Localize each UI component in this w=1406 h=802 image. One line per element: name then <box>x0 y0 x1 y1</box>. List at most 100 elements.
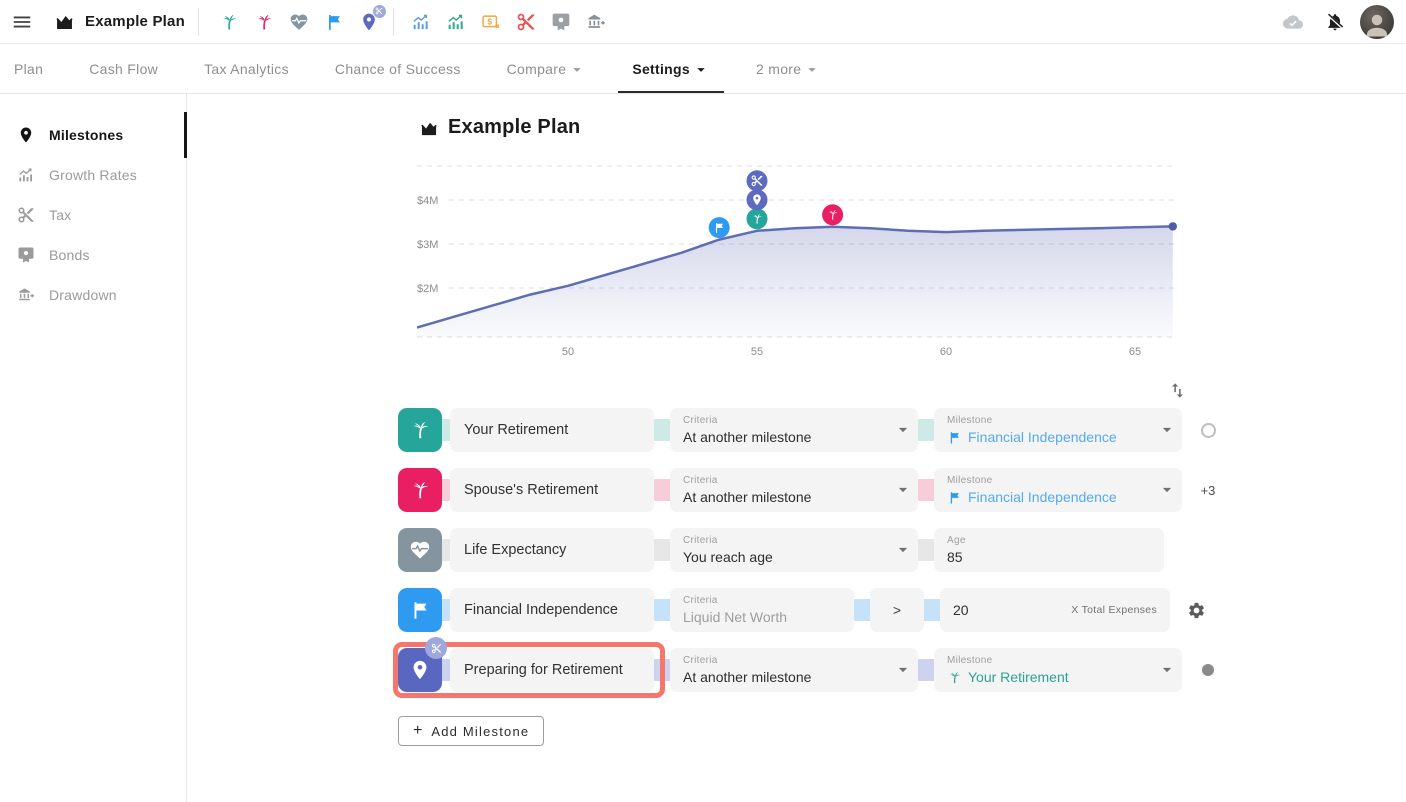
currency-card-icon[interactable] <box>474 0 509 44</box>
field-value: Your Retirement <box>947 668 1156 687</box>
app-logo-icon <box>54 11 75 32</box>
tab-label: Compare <box>507 61 567 77</box>
chart-marker-flag[interactable] <box>709 217 730 238</box>
user-avatar[interactable] <box>1360 5 1394 39</box>
row-settings-gear-icon[interactable] <box>1187 601 1206 620</box>
criteria-select[interactable]: CriteriaAt another milestone <box>670 468 918 512</box>
row-trailing <box>1195 664 1221 676</box>
field-label: Criteria <box>683 534 892 547</box>
sidebar-item-growth-rates[interactable]: Growth Rates <box>0 155 186 195</box>
tab-plan[interactable]: Plan <box>0 44 57 93</box>
sort-icon[interactable] <box>1163 377 1191 403</box>
menu-icon[interactable] <box>8 0 36 44</box>
connector <box>654 419 670 441</box>
chart-marker-palm[interactable] <box>822 204 843 225</box>
multiplier-field[interactable]: 20X Total Expenses <box>940 588 1170 632</box>
series-end-dot <box>1169 222 1177 230</box>
more-count-badge[interactable]: +3 <box>1201 483 1216 498</box>
field-value-text: 85 <box>947 548 963 567</box>
connector <box>654 539 670 561</box>
tax-scissors-icon[interactable] <box>509 0 544 44</box>
palm-pink-icon[interactable] <box>247 0 282 44</box>
tab-chance-of-success[interactable]: Chance of Success <box>321 44 475 93</box>
sidebar-item-milestones[interactable]: Milestones <box>0 115 186 155</box>
row-radio[interactable] <box>1201 423 1216 438</box>
chart-marker-scissors[interactable] <box>747 170 768 191</box>
sidebar-item-tax[interactable]: Tax <box>0 195 186 235</box>
map-pin-icon[interactable] <box>352 0 387 44</box>
svg-text:50: 50 <box>562 346 574 358</box>
scissors-walk-icon <box>17 206 35 224</box>
field-value: 85 <box>947 548 1151 567</box>
milestone-select[interactable]: MilestoneFinancial Independence <box>934 408 1182 452</box>
heart-pulse-icon[interactable] <box>282 0 317 44</box>
tab-compare[interactable]: Compare <box>493 44 601 93</box>
milestone-row-head: Your Retirement <box>398 408 654 452</box>
certificate-icon[interactable] <box>544 0 579 44</box>
sidebar-item-drawdown[interactable]: Drawdown <box>0 275 186 315</box>
chevron-down-icon <box>893 480 913 500</box>
add-milestone-button[interactable]: + Add Milestone <box>398 716 544 746</box>
milestone-type-heart-pulse-icon[interactable] <box>398 528 442 572</box>
milestone-name-field[interactable]: Your Retirement <box>450 408 654 452</box>
milestone-name-field[interactable]: Preparing for Retirement <box>450 648 654 692</box>
growth-chart-blue-icon[interactable] <box>404 0 439 44</box>
palm-teal-icon[interactable] <box>212 0 247 44</box>
connector <box>918 479 934 501</box>
scissors-badge-icon <box>373 5 386 18</box>
svg-text:55: 55 <box>751 346 763 358</box>
milestone-name-field[interactable]: Life Expectancy <box>450 528 654 572</box>
chart-marker-pin[interactable] <box>747 189 768 210</box>
svg-text:$2M: $2M <box>417 283 438 295</box>
tab-settings[interactable]: Settings <box>618 44 724 93</box>
milestone-type-flag-icon[interactable] <box>398 588 442 632</box>
bank-out-icon <box>17 286 35 304</box>
field-label: Age <box>947 534 1151 547</box>
multiplier-value: 20 <box>953 602 969 618</box>
connector <box>854 599 870 621</box>
toolbar-tool-icons <box>404 0 614 44</box>
tab-2-more[interactable]: 2 more <box>742 44 835 93</box>
chart-marker-palm[interactable] <box>747 208 768 229</box>
milestone-row: Preparing for Retirement CriteriaAt anoth… <box>398 648 1221 692</box>
field-value-text: Your Retirement <box>968 668 1069 687</box>
milestone-select[interactable]: MilestoneFinancial Independence <box>934 468 1182 512</box>
sidebar-item-label: Bonds <box>49 247 90 263</box>
milestone-type-palm-icon[interactable] <box>398 468 442 512</box>
palm-icon <box>947 670 962 685</box>
comparator-box[interactable]: > <box>870 588 924 632</box>
tab-label: Cash Flow <box>89 61 158 77</box>
chevron-down-icon <box>893 660 913 680</box>
criteria-select[interactable]: CriteriaLiquid Net Worth <box>670 588 854 632</box>
row-trailing: +3 <box>1195 483 1221 498</box>
milestone-name-field[interactable]: Financial Independence <box>450 588 654 632</box>
sidebar-item-bonds[interactable]: Bonds <box>0 235 186 275</box>
criteria-select[interactable]: CriteriaYou reach age <box>670 528 918 572</box>
tab-cash-flow[interactable]: Cash Flow <box>75 44 172 93</box>
flag-icon[interactable] <box>317 0 352 44</box>
age-field[interactable]: Age85 <box>934 528 1164 572</box>
milestone-select[interactable]: MilestoneYour Retirement <box>934 648 1182 692</box>
milestone-row-head: Life Expectancy <box>398 528 654 572</box>
growth-chart-teal-icon[interactable] <box>439 0 474 44</box>
pin-icon <box>17 126 35 144</box>
sidebar-item-label: Milestones <box>49 127 123 143</box>
milestone-type-palm-icon[interactable] <box>398 408 442 452</box>
row-radio[interactable] <box>1202 664 1214 676</box>
milestone-name-text: Your Retirement <box>464 422 568 438</box>
plus-icon: + <box>413 722 422 740</box>
field-value-text: At another milestone <box>683 428 811 447</box>
field-value: At another milestone <box>683 488 892 507</box>
notifications-off-icon[interactable] <box>1314 0 1356 44</box>
tab-tax-analytics[interactable]: Tax Analytics <box>190 44 303 93</box>
toolbar-status-icons <box>1272 0 1356 44</box>
criteria-select[interactable]: CriteriaAt another milestone <box>670 648 918 692</box>
criteria-select[interactable]: CriteriaAt another milestone <box>670 408 918 452</box>
cloud-synced-icon[interactable] <box>1272 0 1314 44</box>
tab-label: Tax Analytics <box>204 61 289 77</box>
bank-drawdown-icon[interactable] <box>579 0 614 44</box>
connector <box>442 659 450 681</box>
tab-label: 2 more <box>756 61 801 77</box>
milestone-name-field[interactable]: Spouse's Retirement <box>450 468 654 512</box>
tab-bar: Plan Cash Flow Tax Analytics Chance of Succ… <box>0 44 1406 94</box>
